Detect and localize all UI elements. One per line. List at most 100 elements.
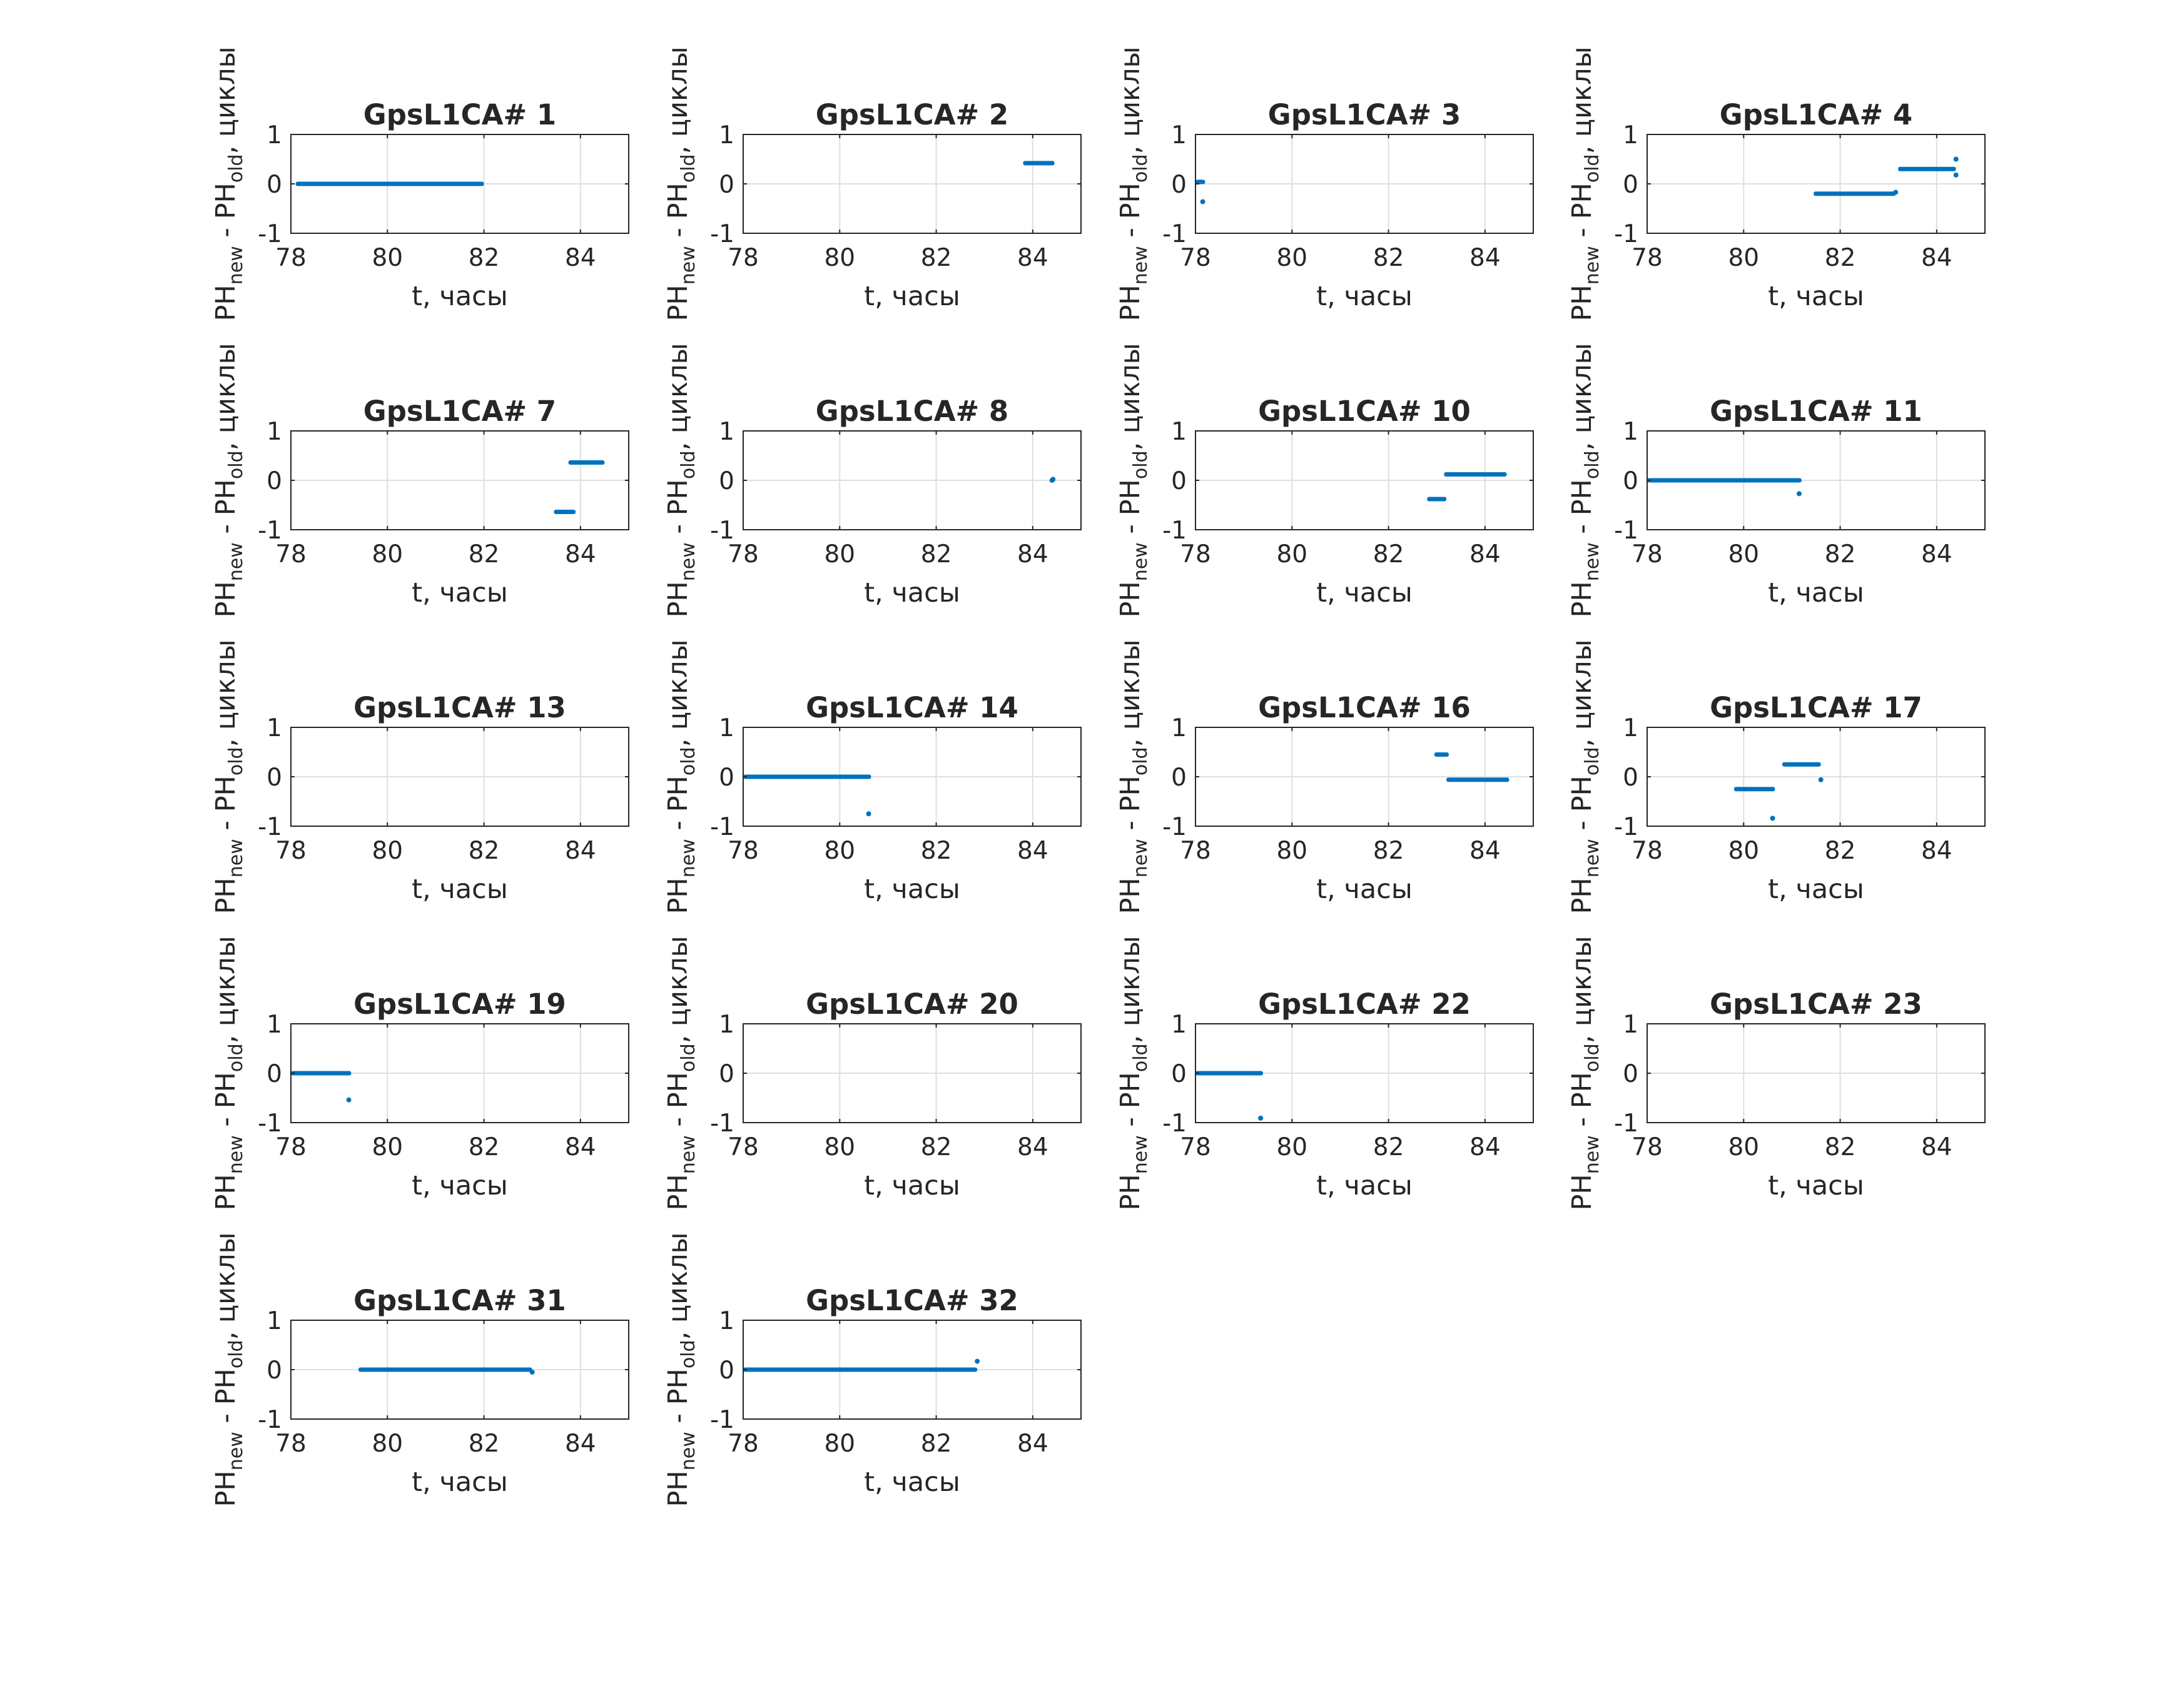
data-run <box>1898 166 1956 171</box>
y-axis-label-part: - PH <box>662 183 694 246</box>
x-axis-label: t, часы <box>1316 577 1413 609</box>
y-axis-label-subscript: new <box>225 1432 247 1470</box>
y-tick-label: -1 <box>710 517 734 545</box>
y-axis-label-part: PH <box>1566 581 1598 617</box>
x-axis-label: t, часы <box>1768 281 1864 312</box>
x-tick-label: 84 <box>565 1430 596 1458</box>
y-axis-label-part: , циклы <box>1115 936 1146 1043</box>
subplot-16: 78 80 82 84 -1 0 1 GpsL1CA# 23 t, часы PHnew - PH… <box>1566 936 1986 1211</box>
x-tick-label: 80 <box>1728 244 1759 272</box>
x-tick-label: 84 <box>1017 1133 1048 1161</box>
x-tick-label: 84 <box>1469 540 1501 568</box>
data-point <box>1818 777 1824 782</box>
x-axis-label: t, часы <box>1768 1170 1864 1201</box>
y-axis-label-subscript: old <box>1581 154 1603 183</box>
y-axis-label-part: PH <box>1566 877 1598 914</box>
x-tick-label: 80 <box>824 837 855 865</box>
x-tick-label: 84 <box>1017 1430 1048 1458</box>
x-tick-label: 78 <box>275 540 307 568</box>
y-axis-label-part: PH <box>1566 1174 1598 1210</box>
x-axis-label: t, часы <box>412 281 508 312</box>
y-tick-label: -1 <box>1162 220 1187 248</box>
data-point <box>1797 491 1802 497</box>
y-tick-label: -1 <box>258 220 282 248</box>
subplot-2: 78 80 82 84 -1 0 1 GpsL1CA# 2 t, часы PHnew - PHo… <box>662 46 1082 321</box>
subplot-17: 78 80 82 84 -1 0 1 GpsL1CA# 31 t, часы PHnew - PH… <box>210 1232 629 1507</box>
data-run <box>295 181 484 186</box>
y-axis-label-part: - PH <box>1115 776 1146 839</box>
y-axis-label-subscript: old <box>677 1340 699 1368</box>
y-axis-label-subscript: old <box>225 1043 247 1072</box>
x-tick-label: 80 <box>1276 837 1307 865</box>
y-axis-label-part: PH <box>1566 285 1598 321</box>
data-point <box>1953 172 1959 178</box>
y-tick-label: -1 <box>1614 517 1638 545</box>
y-axis-label-part: PH <box>662 285 694 321</box>
y-axis-label-part: - PH <box>662 1368 694 1432</box>
panel-title: GpsL1CA# 17 <box>1710 691 1922 724</box>
subplot-18: 78 80 82 84 -1 0 1 GpsL1CA# 32 t, часы PHnew - PH… <box>662 1232 1082 1507</box>
y-tick-label: -1 <box>1162 813 1187 841</box>
x-tick-label: 82 <box>921 540 952 568</box>
subplot-5: 78 80 82 84 -1 0 1 GpsL1CA# 7 t, часы PHnew - PHo… <box>210 343 629 618</box>
data-run <box>1434 752 1449 757</box>
x-axis-label: t, часы <box>864 874 960 905</box>
y-axis-label: PHnew - PHold, циклы <box>662 936 699 1210</box>
x-tick-label: 78 <box>1180 837 1211 865</box>
x-tick-label: 80 <box>372 1133 403 1161</box>
panel-title: GpsL1CA# 3 <box>1268 98 1461 131</box>
x-tick-label: 82 <box>1373 837 1404 865</box>
y-axis-label-subscript: new <box>1581 246 1603 285</box>
x-tick-label: 84 <box>565 837 596 865</box>
x-axis-label: t, часы <box>864 577 960 609</box>
y-tick-label: -1 <box>258 813 282 841</box>
y-axis-label-part: , циклы <box>1115 46 1146 154</box>
y-tick-label: 1 <box>266 714 282 742</box>
y-axis-label: PHnew - PHold, циклы <box>662 639 699 914</box>
y-tick-label: -1 <box>1614 813 1638 841</box>
y-tick-label: 1 <box>1171 714 1187 742</box>
y-tick-label: 1 <box>1623 714 1638 742</box>
x-tick-label: 78 <box>275 1133 307 1161</box>
y-axis-label-part: - PH <box>662 479 694 542</box>
y-axis-label-subscript: old <box>677 747 699 776</box>
data-run <box>1782 762 1821 767</box>
y-axis-label-part: - PH <box>662 776 694 839</box>
x-axis-label: t, часы <box>1316 1170 1413 1201</box>
y-axis-label-subscript: new <box>1581 542 1603 581</box>
y-axis-label-part: , циклы <box>662 936 694 1043</box>
panel-title: GpsL1CA# 13 <box>353 691 566 724</box>
x-tick-label: 78 <box>1180 244 1211 272</box>
x-axis-label: t, часы <box>1316 874 1413 905</box>
subplot-7: 78 80 82 84 -1 0 1 GpsL1CA# 10 t, часы PHnew - PH… <box>1115 343 1534 618</box>
y-tick-label: 1 <box>719 1011 734 1039</box>
y-tick-label: 0 <box>1623 467 1638 495</box>
x-tick-label: 82 <box>1373 540 1404 568</box>
y-axis-label-part: , циклы <box>1566 343 1598 450</box>
panel-title: GpsL1CA# 4 <box>1720 98 1912 131</box>
y-axis-label-part: PH <box>1115 285 1146 321</box>
y-axis-label-subscript: old <box>225 747 247 776</box>
panel-title: GpsL1CA# 16 <box>1258 691 1471 724</box>
y-axis-label: PHnew - PHold, циклы <box>210 936 247 1210</box>
subplot-12: 78 80 82 84 -1 0 1 GpsL1CA# 17 t, часы PHnew - PH… <box>1566 639 1986 914</box>
x-axis-label: t, часы <box>1768 874 1864 905</box>
y-axis-label-subscript: new <box>1581 1135 1603 1174</box>
subplot-8: 78 80 82 84 -1 0 1 GpsL1CA# 11 t, часы PHnew - PH… <box>1566 343 1986 618</box>
y-axis-label-subscript: old <box>1130 450 1152 479</box>
x-tick-label: 84 <box>1921 540 1952 568</box>
y-axis-label-subscript: old <box>225 154 247 183</box>
x-tick-label: 78 <box>728 1133 759 1161</box>
subplot-15: 78 80 82 84 -1 0 1 GpsL1CA# 22 t, часы PHnew - PH… <box>1115 936 1534 1211</box>
x-tick-label: 78 <box>1631 837 1663 865</box>
data-point <box>1258 1115 1264 1121</box>
x-tick-label: 82 <box>1825 244 1856 272</box>
x-axis-label: t, часы <box>412 1467 508 1498</box>
y-tick-label: 0 <box>1171 1060 1187 1088</box>
y-axis-label-part: - PH <box>1566 479 1598 542</box>
y-axis-label-part: - PH <box>1115 479 1146 542</box>
x-tick-label: 82 <box>469 837 500 865</box>
y-tick-label: 0 <box>1623 171 1638 199</box>
y-tick-label: 0 <box>266 1357 282 1385</box>
